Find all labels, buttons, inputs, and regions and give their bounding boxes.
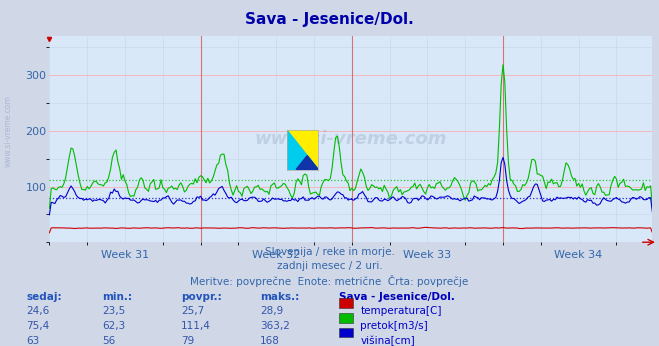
- Polygon shape: [287, 130, 318, 170]
- Text: Sava - Jesenice/Dol.: Sava - Jesenice/Dol.: [245, 12, 414, 27]
- Text: 62,3: 62,3: [102, 321, 125, 331]
- Text: 28,9: 28,9: [260, 306, 283, 316]
- Text: 25,7: 25,7: [181, 306, 204, 316]
- Text: min.:: min.:: [102, 292, 132, 302]
- Text: višina[cm]: višina[cm]: [360, 336, 415, 346]
- Text: 79: 79: [181, 336, 194, 346]
- Text: Meritve: povprečne  Enote: metrične  Črta: povprečje: Meritve: povprečne Enote: metrične Črta:…: [190, 275, 469, 287]
- Text: Sava - Jesenice/Dol.: Sava - Jesenice/Dol.: [339, 292, 455, 302]
- Polygon shape: [287, 130, 318, 170]
- Text: 23,5: 23,5: [102, 306, 125, 316]
- Text: zadnji mesec / 2 uri.: zadnji mesec / 2 uri.: [277, 261, 382, 271]
- Text: 168: 168: [260, 336, 280, 346]
- Text: maks.:: maks.:: [260, 292, 300, 302]
- Text: www.si-vreme.com: www.si-vreme.com: [3, 95, 13, 167]
- Text: www.si-vreme.com: www.si-vreme.com: [254, 130, 447, 148]
- Text: sedaj:: sedaj:: [26, 292, 62, 302]
- Text: pretok[m3/s]: pretok[m3/s]: [360, 321, 428, 331]
- Text: 63: 63: [26, 336, 40, 346]
- Text: 363,2: 363,2: [260, 321, 290, 331]
- Text: 111,4: 111,4: [181, 321, 211, 331]
- Text: 75,4: 75,4: [26, 321, 49, 331]
- Text: temperatura[C]: temperatura[C]: [360, 306, 442, 316]
- Polygon shape: [296, 156, 318, 170]
- Text: 24,6: 24,6: [26, 306, 49, 316]
- Text: povpr.:: povpr.:: [181, 292, 222, 302]
- Text: 56: 56: [102, 336, 115, 346]
- Text: Slovenija / reke in morje.: Slovenija / reke in morje.: [264, 247, 395, 257]
